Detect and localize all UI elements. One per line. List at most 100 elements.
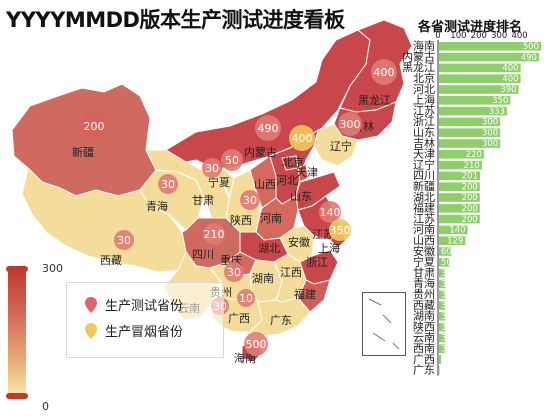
- ranking-province-label: 河北: [413, 83, 435, 96]
- map-pin-icon: [85, 296, 97, 313]
- pin-smoke-beijing[interactable]: 400: [289, 125, 315, 151]
- legend-item-test[interactable]: 生产测试省份: [85, 295, 183, 314]
- ranking-bar-value: 30: [441, 334, 452, 344]
- axis-tick-label: 0: [435, 31, 440, 41]
- pin-test-xizang[interactable]: 30: [114, 230, 134, 250]
- ranking-bar-row[interactable]: 广西 10: [413, 353, 452, 366]
- svg-text:10: 10: [239, 292, 253, 305]
- ranking-bar-row[interactable]: 辽宁 210: [413, 157, 482, 171]
- svg-text:210: 210: [204, 228, 225, 241]
- svg-text:30: 30: [243, 194, 257, 207]
- ranking-bar: [439, 117, 501, 127]
- pin-test-jiangsu[interactable]: 140: [319, 201, 341, 223]
- ranking-bar-value: 300: [482, 139, 498, 149]
- ranking-bar-value: 333: [489, 107, 505, 117]
- ranking-bar-row[interactable]: 四川 201: [413, 169, 481, 182]
- ranking-bar: [439, 312, 446, 321]
- ranking-bar-value: 300: [482, 128, 498, 138]
- ranking-bar-row[interactable]: 江苏 333: [413, 104, 507, 117]
- pin-test-neimenggu[interactable]: 490: [255, 115, 281, 141]
- ranking-bar-row[interactable]: 北京 400: [413, 71, 521, 85]
- label-guangxi: 广西: [228, 312, 250, 325]
- pin-test-xinjiang[interactable]: 200: [81, 113, 107, 139]
- scale-handle-bottom[interactable]: [6, 393, 28, 399]
- ranking-bar-row[interactable]: 西南 30: [413, 342, 452, 355]
- ranking-bar-row[interactable]: 江苏 200: [413, 212, 480, 225]
- ranking-bar-row[interactable]: 云南 30: [413, 331, 452, 344]
- ranking-bar-value: 140: [449, 226, 465, 236]
- ranking-province-label: 宁夏: [413, 255, 435, 269]
- pin-test-shaanxi[interactable]: 30: [240, 190, 260, 210]
- ranking-bar-row[interactable]: 上海 350: [413, 93, 511, 107]
- ranking-province-label: 江苏: [413, 212, 435, 225]
- axis-tick-label: 200: [471, 31, 487, 41]
- ranking-bar-row[interactable]: 河北 390: [413, 83, 519, 96]
- ranking-bar-row[interactable]: 青海 30: [413, 276, 452, 290]
- ranking-bar-value: 500: [523, 42, 539, 52]
- ranking-bar-row[interactable]: 湖南 30: [413, 310, 452, 323]
- label-shanxi: 山西: [254, 178, 276, 191]
- ranking-bar: [439, 150, 484, 159]
- ranking-bar-value: 200: [462, 193, 478, 203]
- pin-test-jilin[interactable]: 300: [338, 112, 362, 136]
- ranking-bar-value: 30: [441, 312, 452, 322]
- ranking-bar: [439, 204, 480, 213]
- ranking-bar-row[interactable]: 山东 300: [413, 126, 501, 139]
- label-tianjin: 天津: [296, 166, 318, 179]
- ranking-bar-value: 200: [462, 182, 478, 192]
- south-sea-inset: [362, 292, 406, 356]
- pin-test-heilongjiang[interactable]: 400: [371, 59, 397, 85]
- ranking-bar-row[interactable]: 广东 1: [413, 364, 446, 377]
- pin-test-gansu[interactable]: 30: [202, 158, 222, 178]
- ranking-bar-row[interactable]: 贵州 30: [413, 288, 452, 301]
- legend-label-smoke: 生产冒烟省份: [105, 325, 184, 340]
- province-liaoning[interactable]: [313, 123, 359, 167]
- ranking-bar-row[interactable]: 湖北 200: [413, 191, 480, 204]
- ranking-province-label: 湖北: [413, 191, 435, 204]
- ranking-province-label: 西藏: [413, 299, 435, 312]
- ranking-bar-row[interactable]: 河南 140: [413, 223, 468, 236]
- pin-test-ningxia[interactable]: 50: [221, 149, 243, 171]
- label-heilongjiang: 黑龙江: [358, 94, 391, 107]
- ranking-province-label: 黑龙江: [402, 61, 435, 74]
- ranking-bar-row[interactable]: 吉林 300: [413, 136, 501, 150]
- ranking-bar-row[interactable]: 安徽 60: [413, 244, 452, 258]
- ranking-bar-value: 60: [441, 247, 452, 257]
- ranking-province-label: 海南: [413, 39, 435, 53]
- ranking-bar-value: 490: [521, 53, 537, 63]
- ranking-bar-row[interactable]: 西藏 30: [413, 299, 452, 312]
- pin-test-qinghai[interactable]: 30: [158, 174, 178, 194]
- pin-smoke-shanghai[interactable]: 350: [329, 219, 351, 241]
- svg-text:30: 30: [205, 162, 219, 175]
- pin-test-guizhou[interactable]: 10: [237, 289, 255, 307]
- ranking-bar-row[interactable]: 陕西 30: [413, 319, 452, 333]
- map-pin-icon: [85, 322, 97, 339]
- ranking-bar: [439, 355, 442, 364]
- ranking-bar-row[interactable]: 海南 500: [413, 39, 541, 53]
- svg-text:400: 400: [374, 66, 395, 79]
- ranking-bar: [439, 128, 501, 137]
- ranking-bar: [439, 193, 480, 202]
- ranking-bar-row[interactable]: 浙江 300: [413, 115, 501, 128]
- ranking-bar-row[interactable]: 天津 220: [413, 148, 484, 161]
- ranking-bar-row[interactable]: 新疆 200: [413, 179, 480, 193]
- ranking-bar: [439, 139, 501, 148]
- ranking-bar-row[interactable]: 甘肃 30: [413, 266, 452, 279]
- ranking-bar-value: 400: [502, 74, 518, 84]
- ranking-bar-row[interactable]: 宁夏 50: [413, 255, 452, 269]
- axis-tick-label: 100: [450, 31, 466, 41]
- province-guangdong[interactable]: [249, 297, 311, 337]
- ranking-bar-row[interactable]: 黑龙江 400: [402, 61, 521, 74]
- legend-item-smoke[interactable]: 生产冒烟省份: [85, 321, 183, 340]
- svg-text:30: 30: [161, 178, 175, 191]
- ranking-province-label: 北京: [413, 71, 435, 85]
- pin-test-hainan[interactable]: 500: [244, 332, 268, 356]
- pin-test-chongqing[interactable]: 30: [224, 262, 244, 282]
- ranking-bar-row[interactable]: 福建 200: [413, 201, 480, 215]
- province-tianjin[interactable]: [297, 163, 309, 183]
- axis-tick-label: 300: [491, 31, 507, 41]
- ranking-bar-row[interactable]: 内蒙古 490: [402, 49, 539, 63]
- pin-test-sichuan[interactable]: 210: [203, 223, 225, 245]
- ranking-bar-row[interactable]: 山西 129: [413, 234, 466, 247]
